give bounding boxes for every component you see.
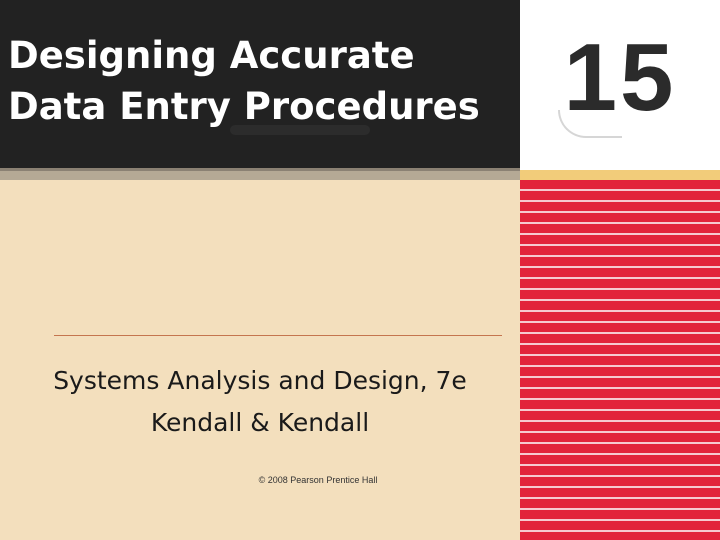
subtitle-line2: Kendall & Kendall: [150, 408, 370, 437]
title-shadow-decoration: [230, 125, 370, 135]
slide-title-line2: Data Entry Procedures: [8, 85, 480, 128]
gray-band-edge: [0, 168, 520, 171]
divider-line: [54, 335, 502, 336]
subtitle-line1: Systems Analysis and Design, 7e: [53, 366, 467, 395]
red-stripe-panel: [520, 180, 720, 540]
slide-title: Designing Accurate Data Entry Procedures: [8, 30, 480, 132]
gray-band: [0, 170, 520, 180]
slide-subtitle: Systems Analysis and Design, 7e Kendall …: [0, 360, 520, 444]
copyright-notice: © 2008 Pearson Prentice Hall: [258, 475, 378, 485]
chapter-number-panel: 15: [520, 0, 720, 170]
slide-title-line1: Designing Accurate: [8, 34, 415, 77]
title-panel: Designing Accurate Data Entry Procedures: [0, 0, 520, 170]
stripe-panel-top-band: [520, 170, 720, 180]
